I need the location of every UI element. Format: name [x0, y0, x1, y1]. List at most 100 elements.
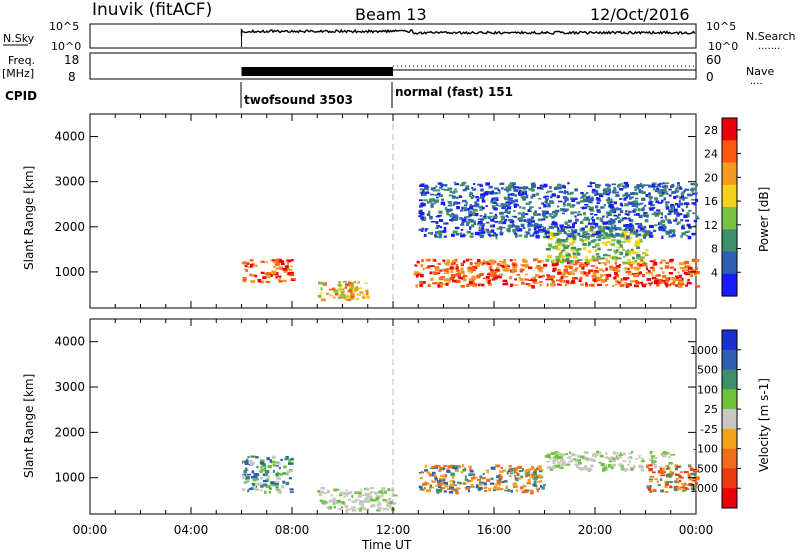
- heatmap-cell: [252, 486, 257, 489]
- heatmap-cell: [610, 224, 613, 227]
- heatmap-cell: [271, 484, 276, 487]
- heatmap-cell: [602, 221, 607, 225]
- heatmap-cell: [382, 499, 387, 502]
- heatmap-cell: [452, 203, 455, 206]
- heatmap-cell: [687, 475, 692, 478]
- heatmap-cell: [540, 187, 544, 190]
- heatmap-cell: [682, 224, 686, 228]
- heatmap-cell: [676, 186, 680, 190]
- heatmap-cell: [625, 192, 629, 194]
- heatmap-cell: [444, 272, 450, 275]
- heatmap-cell: [514, 204, 517, 208]
- heatmap-cell: [477, 218, 481, 221]
- heatmap-cell: [532, 472, 537, 476]
- heatmap-cell: [421, 471, 424, 474]
- heatmap-cell: [675, 485, 679, 488]
- heatmap-cell: [595, 231, 601, 235]
- heatmap-cell: [695, 259, 699, 261]
- heatmap-cell: [478, 226, 481, 230]
- heatmap-cell: [616, 208, 622, 211]
- heatmap-cell: [349, 298, 354, 300]
- heatmap-cell: [477, 259, 481, 263]
- heatmap-cell: [687, 279, 690, 282]
- heatmap-cell: [434, 266, 439, 268]
- heatmap-cell: [538, 207, 542, 209]
- heatmap-cell: [468, 278, 473, 281]
- heatmap-cell: [588, 241, 590, 244]
- heatmap-cell: [287, 260, 292, 263]
- heatmap-cell: [664, 452, 669, 455]
- heatmap-cell: [609, 267, 614, 271]
- heatmap-cell: [670, 203, 674, 207]
- heatmap-cell: [677, 279, 683, 282]
- heatmap-cell: [284, 268, 287, 271]
- heatmap-cell: [652, 488, 657, 492]
- heatmap-cell: [416, 260, 420, 264]
- heatmap-cell: [317, 489, 321, 493]
- heatmap-cell: [512, 210, 516, 212]
- heatmap-cell: [602, 464, 608, 468]
- heatmap-cell: [572, 261, 575, 264]
- heatmap-cell: [529, 491, 534, 495]
- heatmap-cell: [249, 462, 255, 466]
- heatmap-cell: [481, 227, 485, 231]
- heatmap-cell: [549, 237, 554, 240]
- heatmap-cell: [543, 204, 547, 208]
- heatmap-cell: [584, 225, 588, 228]
- heatmap-cell: [571, 198, 576, 202]
- heatmap-cell: [511, 269, 517, 272]
- heatmap-cell: [434, 199, 439, 203]
- heatmap-cell: [478, 484, 483, 486]
- heatmap-cell: [609, 204, 614, 208]
- heatmap-cell: [576, 252, 581, 256]
- heatmap-cell: [683, 471, 689, 473]
- heatmap-cell: [569, 234, 575, 238]
- heatmap-cell: [499, 182, 505, 185]
- heatmap-cell: [509, 468, 514, 471]
- heatmap-cell: [490, 229, 495, 233]
- heatmap-cell: [462, 275, 468, 278]
- heatmap-cell: [609, 218, 613, 222]
- heatmap-cell: [472, 281, 476, 284]
- colorbar-tick-label: -1000: [686, 482, 718, 495]
- heatmap-cell: [562, 185, 566, 189]
- heatmap-cell: [692, 479, 697, 482]
- heatmap-cell: [423, 199, 428, 202]
- colorbar-segment: [722, 330, 737, 351]
- heatmap-cell: [563, 231, 567, 234]
- heatmap-cell: [520, 223, 525, 228]
- heatmap-cell: [623, 224, 628, 227]
- heatmap-cell: [535, 274, 540, 278]
- heatmap-cell: [482, 217, 487, 220]
- heatmap-cell: [376, 503, 381, 507]
- heatmap-cell: [624, 267, 629, 271]
- heatmap-cell: [470, 270, 474, 274]
- heatmap-cell: [535, 487, 539, 490]
- heatmap-cell: [470, 478, 473, 482]
- heatmap-cell: [458, 465, 461, 469]
- colorbar-segment: [722, 428, 737, 450]
- heatmap-cell: [519, 228, 523, 232]
- heatmap-cell: [683, 196, 688, 199]
- heatmap-cell: [533, 476, 538, 480]
- heatmap-cell: [668, 455, 671, 459]
- heatmap-cell: [560, 453, 565, 457]
- heatmap-cell: [623, 277, 628, 281]
- heatmap-cell: [557, 205, 560, 208]
- heatmap-cell: [319, 292, 323, 295]
- heatmap-cell: [514, 258, 517, 262]
- heatmap-cell: [290, 265, 293, 268]
- heatmap-cell: [611, 208, 616, 212]
- heatmap-cell: [548, 246, 551, 249]
- heatmap-cell: [664, 491, 669, 493]
- heatmap-cell: [580, 192, 584, 194]
- heatmap-cell: [461, 206, 464, 210]
- heatmap-cell: [629, 197, 632, 200]
- heatmap-cell: [514, 263, 518, 267]
- heatmap-cell: [618, 263, 622, 266]
- heatmap-cell: [483, 192, 489, 196]
- heatmap-cell: [508, 465, 512, 468]
- heatmap-cell: [272, 463, 276, 467]
- heatmap-cell: [245, 477, 250, 480]
- heatmap-cell: [559, 224, 565, 227]
